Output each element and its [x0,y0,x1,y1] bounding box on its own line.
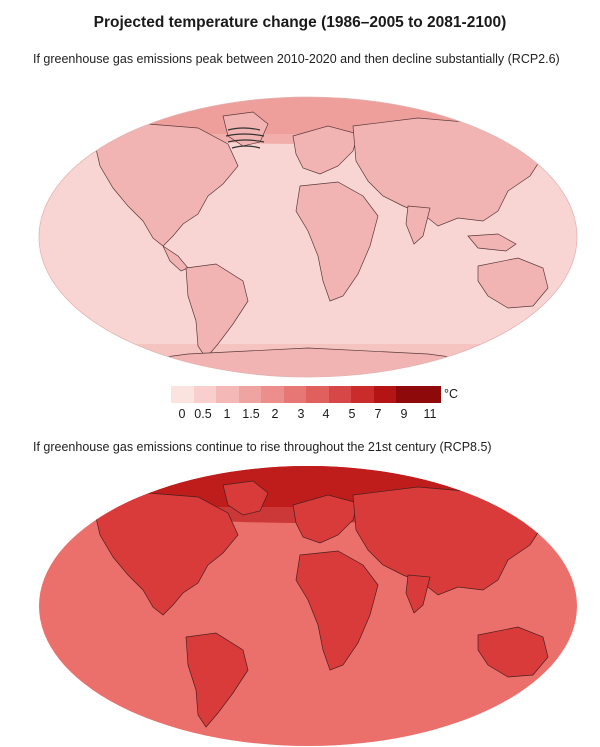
legend-swatch [238,386,261,403]
legend-tick-label: 1.5 [242,407,260,421]
legend-swatch [306,386,329,403]
rcp26-temperature-map [38,96,578,378]
legend-tick-label: 5 [348,407,356,421]
scenario-caption-rcp85: If greenhouse gas emissions continue to … [33,440,492,454]
legend-tick-labels: 0 0.5 1 1.5 2 3 4 5 7 9 11 [171,407,441,423]
scenario-caption-rcp26: If greenhouse gas emissions peak between… [33,52,560,66]
legend-tick-label: 2 [271,407,279,421]
figure-title: Projected temperature change (1986–2005 … [93,14,507,31]
legend-swatch [193,386,216,403]
legend-tick-label: 3 [297,407,305,421]
legend-swatch [216,386,239,403]
legend-swatch [171,386,194,403]
legend-swatch [351,386,374,403]
legend-swatches [171,386,441,403]
legend-tick-label: 11 [423,407,437,421]
legend-swatch [373,386,396,403]
legend-tick-label: 0.5 [194,407,212,421]
legend-unit: °C [444,387,459,401]
legend-tick-label: 0 [178,407,186,421]
temperature-legend: 0 0.5 1 1.5 2 3 4 5 7 9 11 °C [171,386,461,426]
legend-tick-label: 1 [223,407,231,421]
legend-swatch [418,386,441,403]
legend-swatch [328,386,351,403]
rcp26-hatch-region [225,127,265,149]
legend-swatch [396,386,419,403]
legend-swatch [283,386,306,403]
legend-tick-label: 7 [374,407,382,421]
legend-tick-label: 4 [322,407,330,421]
rcp85-temperature-map [39,466,577,746]
legend-swatch [261,386,284,403]
legend-tick-label: 9 [400,407,408,421]
